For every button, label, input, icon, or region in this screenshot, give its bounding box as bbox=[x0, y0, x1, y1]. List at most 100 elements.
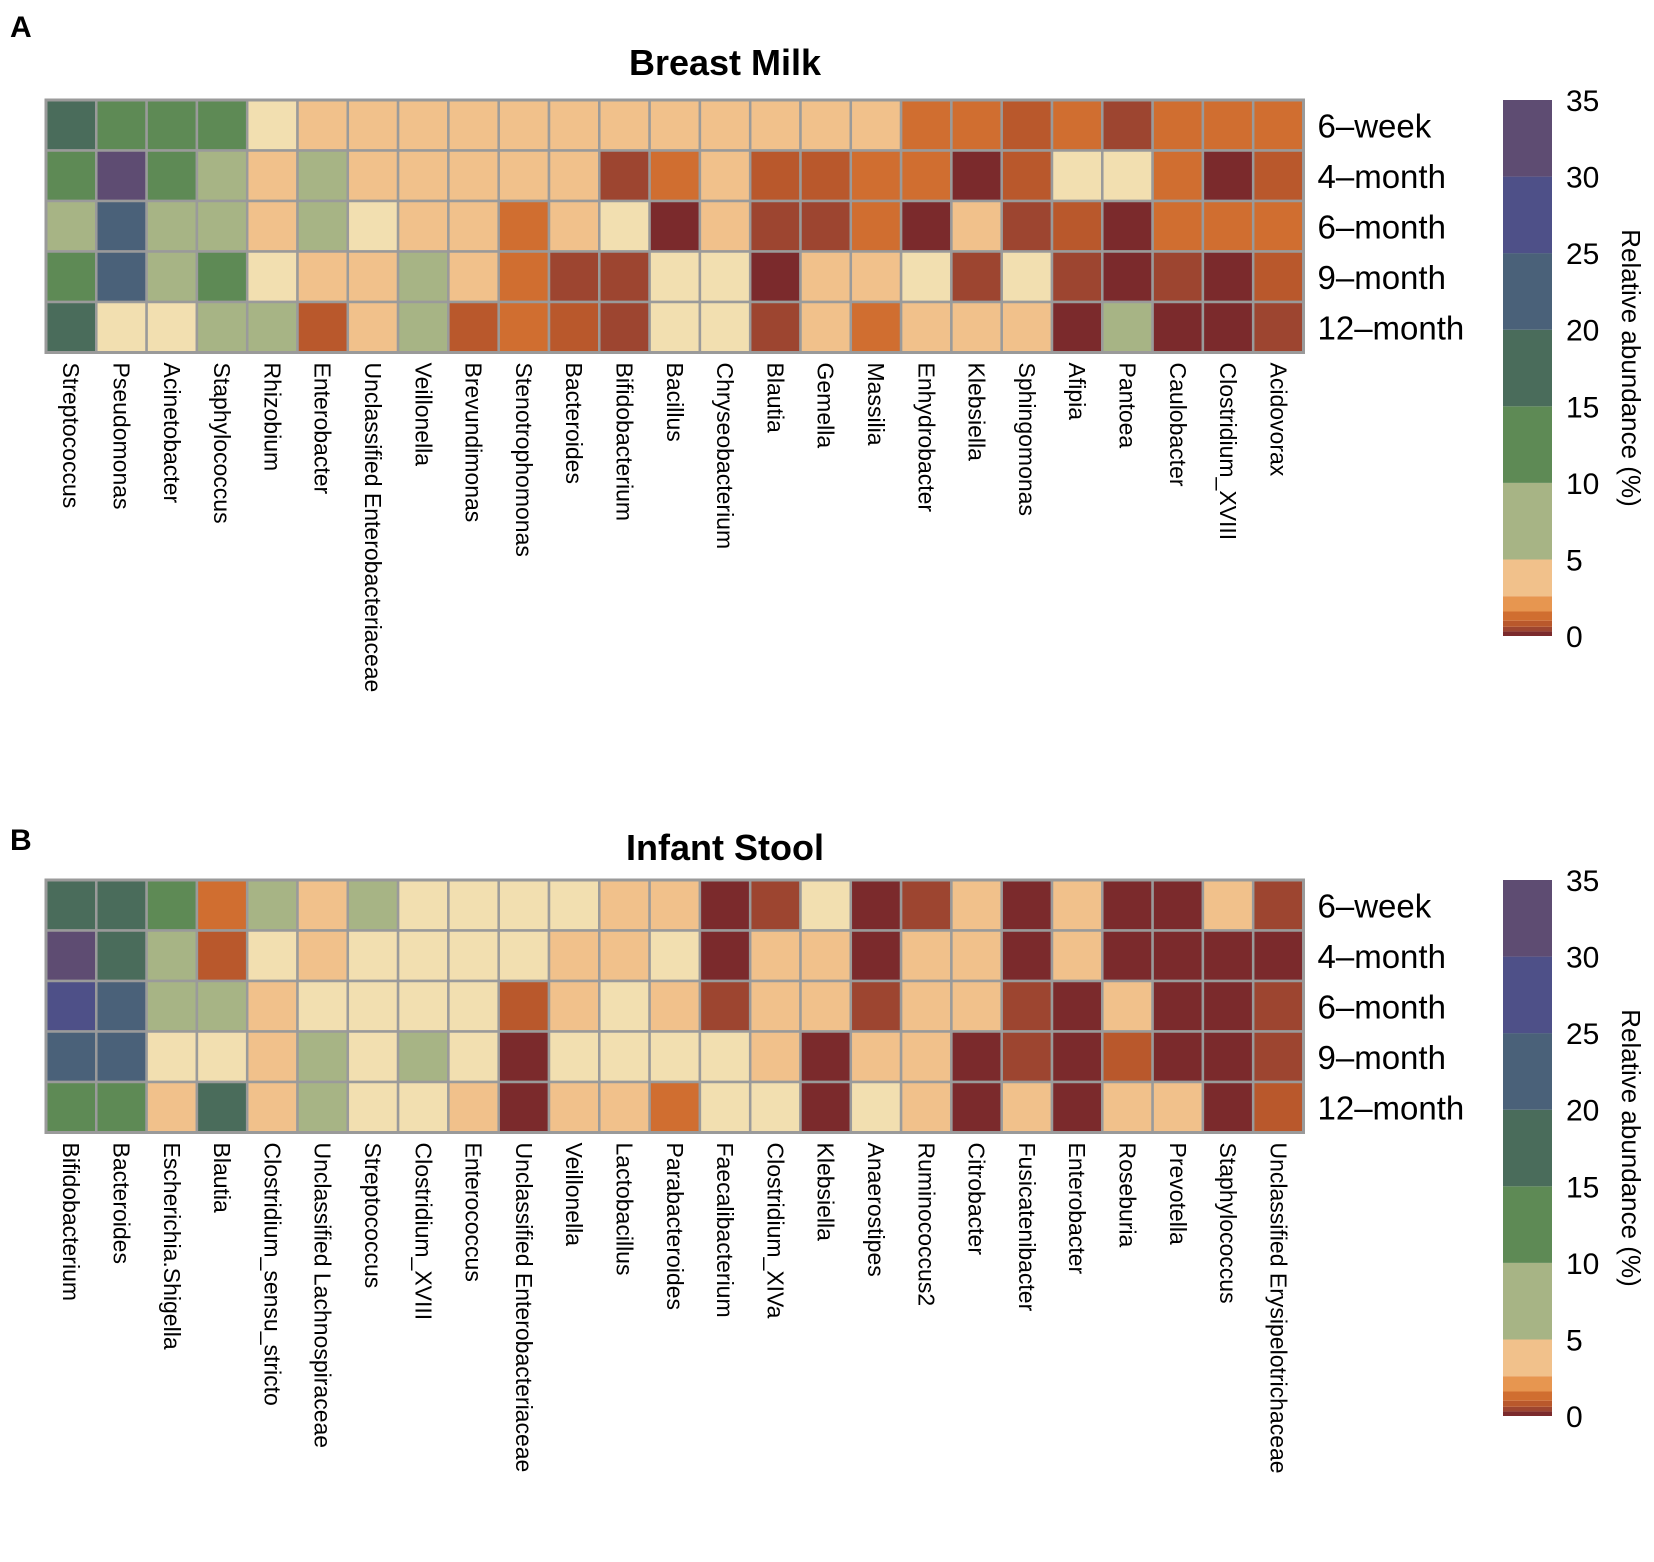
heatmap-cell bbox=[849, 979, 903, 1033]
row-label: 6–month bbox=[1318, 988, 1446, 1025]
heatmap-cell bbox=[1101, 979, 1154, 1033]
column-label: Streptococcus bbox=[360, 1143, 386, 1289]
heatmap-cell bbox=[95, 1080, 148, 1134]
column-label: Rhizobium bbox=[259, 363, 285, 472]
heatmap-cell bbox=[497, 1030, 551, 1084]
heatmap-cell bbox=[1251, 979, 1305, 1033]
legend-color-band bbox=[1503, 253, 1552, 330]
heatmap-cell bbox=[1251, 300, 1305, 354]
legend-tick-label: 5 bbox=[1566, 544, 1583, 577]
column-label: Faecalibacterium bbox=[712, 1143, 738, 1318]
heatmap-cell bbox=[799, 1080, 853, 1134]
heatmap-cell bbox=[44, 149, 98, 203]
infant-stool-title: Infant Stool bbox=[626, 827, 824, 868]
legend-color-band bbox=[1503, 1400, 1552, 1407]
heatmap-cell bbox=[1050, 300, 1104, 354]
heatmap-cell bbox=[598, 1080, 651, 1134]
heatmap-cell bbox=[950, 979, 1003, 1033]
heatmap-cell bbox=[799, 149, 853, 203]
heatmap-cell bbox=[648, 929, 702, 983]
column-label: Blautia bbox=[762, 363, 788, 434]
heatmap-cell bbox=[748, 149, 802, 203]
heatmap-cell bbox=[1000, 1030, 1054, 1084]
column-label: Enterobacter bbox=[310, 363, 336, 495]
heatmap-cell bbox=[950, 98, 1003, 152]
heatmap-cell bbox=[899, 300, 953, 354]
heatmap-cell bbox=[1151, 98, 1205, 152]
heatmap-cell bbox=[44, 98, 98, 152]
heatmap-cell bbox=[748, 250, 802, 304]
heatmap-cell bbox=[698, 929, 752, 983]
heatmap-cell bbox=[1050, 199, 1104, 253]
legend-color-band bbox=[1503, 100, 1552, 177]
legend-tick-label: 0 bbox=[1566, 621, 1583, 654]
heatmap-cell bbox=[346, 98, 400, 152]
column-label: Unclassified Erysipelotrichaceae bbox=[1265, 1143, 1291, 1474]
infant-stool-row-labels: 6–week 4–month 6–month 9–month 12–month bbox=[1318, 887, 1465, 1126]
heatmap-cell bbox=[346, 929, 400, 983]
heatmap-cell bbox=[296, 98, 350, 152]
legend-color-band bbox=[1503, 1406, 1552, 1412]
legend-tick-label: 10 bbox=[1566, 468, 1599, 501]
column-label: Clostridium_XVIII bbox=[410, 1143, 436, 1321]
heatmap-cell bbox=[497, 250, 551, 304]
heatmap-cell bbox=[698, 149, 752, 203]
column-label: Veillonella bbox=[561, 1143, 587, 1247]
heatmap-cell bbox=[1000, 300, 1054, 354]
heatmap-cell bbox=[698, 300, 752, 354]
heatmap-cell bbox=[296, 199, 350, 253]
heatmap-cell bbox=[899, 878, 953, 932]
column-label: Pantoea bbox=[1115, 363, 1141, 449]
heatmap-border bbox=[44, 98, 1305, 354]
heatmap-cell bbox=[950, 878, 1003, 932]
column-label: Pseudomonas bbox=[108, 363, 134, 510]
heatmap-cell bbox=[245, 149, 299, 203]
heatmap-cell bbox=[245, 979, 299, 1033]
heatmap-cell bbox=[598, 1030, 651, 1084]
heatmap-cell bbox=[648, 979, 702, 1033]
legend-tick-label: 25 bbox=[1566, 238, 1599, 271]
legend-color-band bbox=[1503, 620, 1552, 627]
heatmap-cell bbox=[346, 1080, 400, 1134]
column-label: Ruminococcus2 bbox=[913, 1143, 939, 1307]
heatmap-cell bbox=[899, 1030, 953, 1084]
heatmap-cell bbox=[195, 979, 249, 1033]
heatmap-cell bbox=[195, 929, 249, 983]
heatmap-cell bbox=[396, 300, 450, 354]
heatmap-cell bbox=[245, 929, 299, 983]
heatmap-cell bbox=[497, 149, 551, 203]
legend-color-band bbox=[1503, 176, 1552, 254]
heatmap-cell bbox=[245, 250, 299, 304]
heatmap-cell bbox=[1151, 929, 1205, 983]
heatmap-cell bbox=[1101, 1030, 1154, 1084]
heatmap-cell bbox=[497, 300, 551, 354]
heatmap-cell bbox=[346, 1030, 400, 1084]
column-label: Clostridium_sensu_stricto bbox=[259, 1143, 285, 1406]
heatmap-cell bbox=[799, 300, 853, 354]
heatmap-cell bbox=[1050, 878, 1104, 932]
column-label: Parabacteroides bbox=[662, 1143, 688, 1311]
heatmap-cell bbox=[195, 250, 249, 304]
heatmap-cell bbox=[95, 98, 148, 152]
column-label: Clostridium_XIVa bbox=[762, 1143, 788, 1319]
heatmap-cell bbox=[145, 1080, 199, 1134]
row-label: 9–month bbox=[1318, 1039, 1446, 1076]
heatmap-cell bbox=[145, 98, 199, 152]
heatmap-cell bbox=[447, 300, 500, 354]
legend-color-band bbox=[1503, 611, 1552, 621]
heatmap-cell bbox=[245, 1080, 299, 1134]
heatmap-cell bbox=[245, 300, 299, 354]
heatmap-cell bbox=[497, 98, 551, 152]
column-label: Unclassified Enterobacteriaceae bbox=[360, 363, 386, 693]
heatmap-cell bbox=[95, 1030, 148, 1084]
row-label: 9–month bbox=[1318, 259, 1446, 296]
heatmap-cell bbox=[447, 929, 500, 983]
column-label: Enterococcus bbox=[461, 1143, 487, 1282]
heatmap-cell bbox=[698, 979, 752, 1033]
heatmap-cell bbox=[849, 1030, 903, 1084]
legend-color-band bbox=[1503, 1262, 1552, 1340]
heatmap-cell bbox=[849, 98, 903, 152]
heatmap-cell bbox=[346, 250, 400, 304]
heatmap-cell bbox=[396, 1030, 450, 1084]
